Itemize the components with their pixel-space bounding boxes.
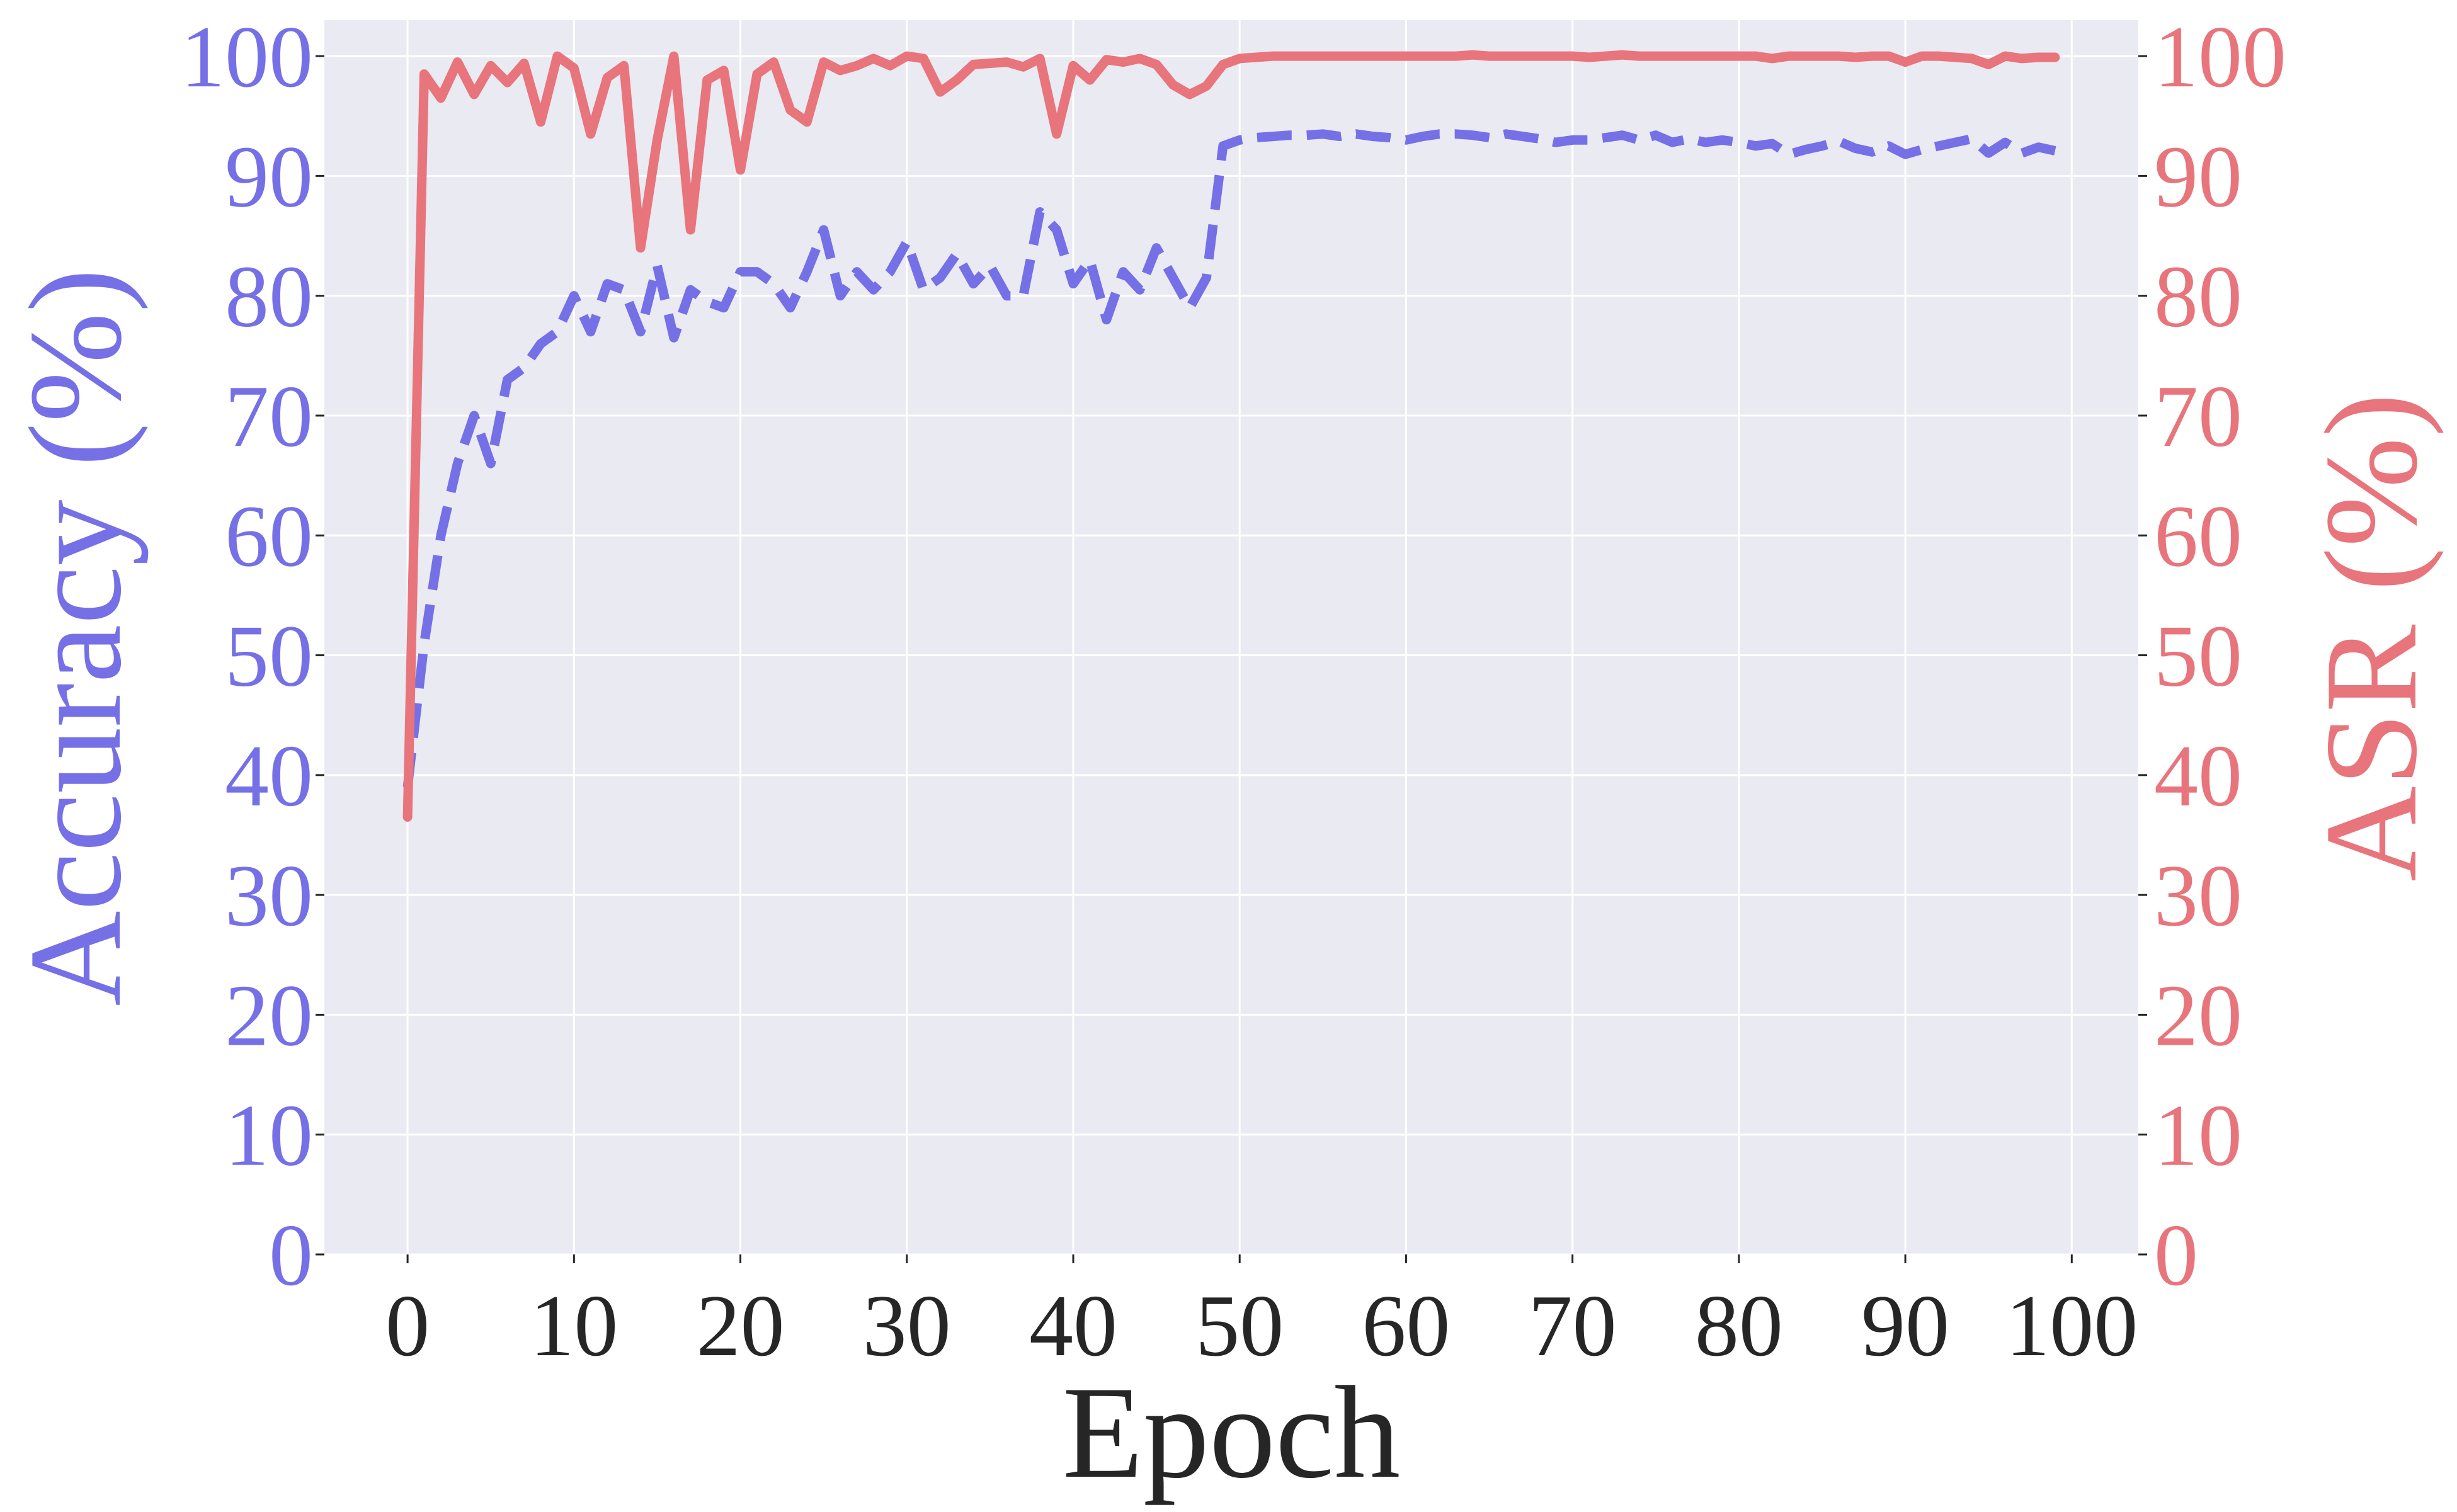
x-tick-label-100: 100 bbox=[2005, 1277, 2138, 1375]
x-tick-label-60: 60 bbox=[1362, 1277, 1450, 1375]
y-right-tick-label-60: 60 bbox=[2154, 487, 2242, 585]
y-right-tick-label-50: 50 bbox=[2154, 608, 2242, 705]
y-right-tick-label-10: 10 bbox=[2154, 1087, 2242, 1185]
y-left-tick-label-80: 80 bbox=[225, 248, 313, 346]
plot-background bbox=[324, 20, 2138, 1254]
x-tick-label-80: 80 bbox=[1695, 1277, 1783, 1375]
gridlines bbox=[324, 20, 2138, 1256]
y-left-tick-label-20: 20 bbox=[225, 967, 313, 1064]
x-tick-label-10: 10 bbox=[530, 1277, 618, 1375]
series-line-asr bbox=[402, 50, 2060, 822]
y-right-tick-label-80: 80 bbox=[2154, 248, 2242, 346]
y-left-tick-label-30: 30 bbox=[225, 847, 313, 945]
x-tick-label-90: 90 bbox=[1861, 1277, 1949, 1375]
y-right-tick-label-0: 0 bbox=[2154, 1207, 2198, 1304]
y-axis-left-title: Accuracy (%) bbox=[3, 268, 149, 1006]
y-right-tick-label-20: 20 bbox=[2154, 967, 2242, 1064]
axis-ticks: 0 10 20 30 40 50 60 70 80 90 100010203040506070809… bbox=[181, 8, 2286, 1375]
y-left-tick-label-10: 10 bbox=[225, 1087, 313, 1185]
y-left-tick-label-100: 100 bbox=[181, 8, 313, 106]
x-tick-label-50: 50 bbox=[1195, 1277, 1284, 1375]
y-left-tick-label-40: 40 bbox=[225, 727, 313, 825]
y-right-tick-label-100: 100 bbox=[2154, 8, 2286, 106]
y-right-tick-label-90: 90 bbox=[2154, 128, 2242, 225]
x-axis-title: Epoch bbox=[1063, 1360, 1400, 1506]
y-left-tick-label-90: 90 bbox=[225, 128, 313, 225]
y-left-tick-label-70: 70 bbox=[225, 368, 313, 465]
y-right-tick-label-70: 70 bbox=[2154, 368, 2242, 465]
y-left-tick-label-50: 50 bbox=[225, 608, 313, 705]
y-left-tick-label-60: 60 bbox=[225, 487, 313, 585]
x-tick-label-70: 70 bbox=[1529, 1277, 1617, 1375]
y-right-tick-label-40: 40 bbox=[2154, 727, 2242, 825]
x-tick-label-0: 0 bbox=[385, 1277, 430, 1375]
x-tick-label-30: 30 bbox=[863, 1277, 951, 1375]
series-line-accuracy bbox=[402, 129, 2056, 788]
y-left-tick-label-0: 0 bbox=[269, 1207, 313, 1304]
y-axis-right-title: ASR (%) bbox=[2298, 393, 2444, 882]
series-layer bbox=[402, 50, 2060, 822]
x-tick-label-40: 40 bbox=[1029, 1277, 1117, 1375]
x-tick-label-20: 20 bbox=[697, 1277, 785, 1375]
y-right-tick-label-30: 30 bbox=[2154, 847, 2242, 945]
